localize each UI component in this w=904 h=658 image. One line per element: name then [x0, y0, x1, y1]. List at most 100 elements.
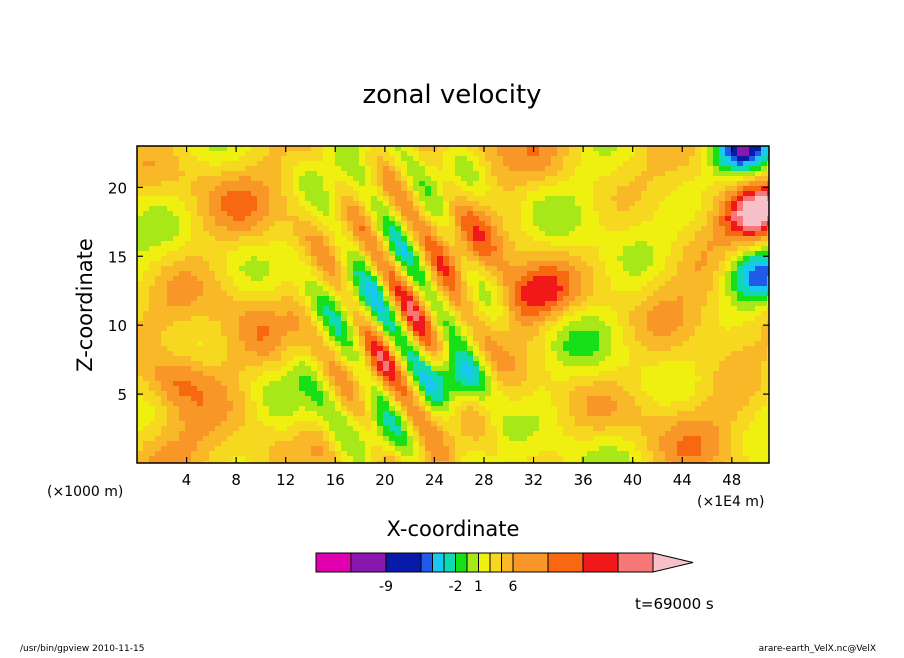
field-cell	[269, 216, 276, 222]
field-cell	[533, 171, 540, 177]
field-cell	[467, 206, 474, 212]
field-cell	[449, 346, 456, 352]
field-cell	[233, 191, 240, 197]
field-cell	[287, 326, 294, 332]
field-cell	[719, 276, 726, 282]
field-cell	[299, 251, 306, 257]
field-cell	[407, 241, 414, 247]
field-cell	[143, 236, 150, 242]
field-cell	[437, 156, 444, 162]
field-cell	[341, 331, 348, 337]
field-cell	[305, 356, 312, 362]
field-cell	[527, 221, 534, 227]
field-cell	[347, 371, 354, 377]
field-cell	[671, 231, 678, 237]
field-cell	[323, 266, 330, 272]
field-cell	[719, 311, 726, 317]
field-cell	[737, 246, 744, 252]
field-cell	[209, 201, 216, 207]
field-cell	[509, 301, 516, 307]
field-cell	[311, 286, 318, 292]
field-cell	[455, 271, 462, 277]
field-cell	[755, 171, 762, 177]
field-cell	[377, 166, 384, 172]
field-cell	[161, 266, 168, 272]
field-cell	[617, 271, 624, 277]
field-cell	[713, 206, 720, 212]
field-cell	[305, 151, 312, 157]
field-cell	[359, 336, 366, 342]
field-cell	[563, 206, 570, 212]
field-cell	[467, 331, 474, 337]
field-cell	[731, 186, 738, 192]
field-cell	[665, 311, 672, 317]
field-cell	[521, 271, 528, 277]
field-cell	[659, 196, 666, 202]
field-cell	[179, 201, 186, 207]
field-cell	[239, 241, 246, 247]
field-cell	[599, 261, 606, 267]
field-cell	[143, 331, 150, 337]
field-cell	[557, 246, 564, 252]
field-cell	[575, 246, 582, 252]
field-cell	[761, 161, 768, 167]
field-cell	[377, 311, 384, 317]
field-cell	[707, 216, 714, 222]
field-cell	[383, 261, 390, 267]
field-cell	[479, 146, 486, 152]
field-cell	[173, 196, 180, 202]
field-cell	[233, 226, 240, 232]
field-cell	[293, 221, 300, 227]
field-cell	[173, 281, 180, 287]
field-cell	[635, 346, 642, 352]
field-cell	[443, 361, 450, 367]
field-cell	[509, 176, 516, 182]
field-cell	[317, 196, 324, 202]
field-cell	[299, 256, 306, 262]
field-cell	[311, 196, 318, 202]
field-cell	[317, 221, 324, 227]
field-cell	[269, 156, 276, 162]
field-cell	[401, 241, 408, 247]
field-cell	[311, 281, 318, 287]
field-cell	[479, 276, 486, 282]
field-cell	[449, 376, 456, 382]
field-cell	[767, 321, 769, 327]
field-cell	[455, 361, 462, 367]
field-cell	[395, 166, 402, 172]
field-cell	[137, 301, 144, 307]
field-cell	[503, 201, 510, 207]
field-cell	[269, 191, 276, 197]
field-cell	[743, 166, 750, 172]
field-cell	[263, 166, 270, 172]
field-cell	[209, 146, 216, 152]
field-cell	[473, 316, 480, 322]
field-cell	[611, 371, 618, 377]
field-cell	[551, 256, 558, 262]
field-cell	[749, 156, 756, 162]
field-cell	[629, 206, 636, 212]
field-cell	[263, 316, 270, 322]
field-cell	[185, 201, 192, 207]
field-cell	[641, 371, 648, 377]
field-cell	[605, 351, 612, 357]
field-cell	[389, 256, 396, 262]
field-cell	[149, 346, 156, 352]
field-cell	[233, 251, 240, 257]
field-cell	[677, 326, 684, 332]
field-cell	[311, 301, 318, 307]
field-cell	[671, 326, 678, 332]
field-cell	[479, 196, 486, 202]
field-cell	[401, 176, 408, 182]
field-cell	[329, 366, 336, 372]
field-cell	[293, 186, 300, 192]
field-cell	[191, 276, 198, 282]
field-cell	[473, 206, 480, 212]
field-cell	[683, 146, 690, 152]
field-cell	[635, 201, 642, 207]
field-cell	[671, 251, 678, 257]
field-cell	[719, 366, 726, 372]
field-cell	[683, 251, 690, 257]
field-cell	[695, 236, 702, 242]
field-cell	[563, 156, 570, 162]
